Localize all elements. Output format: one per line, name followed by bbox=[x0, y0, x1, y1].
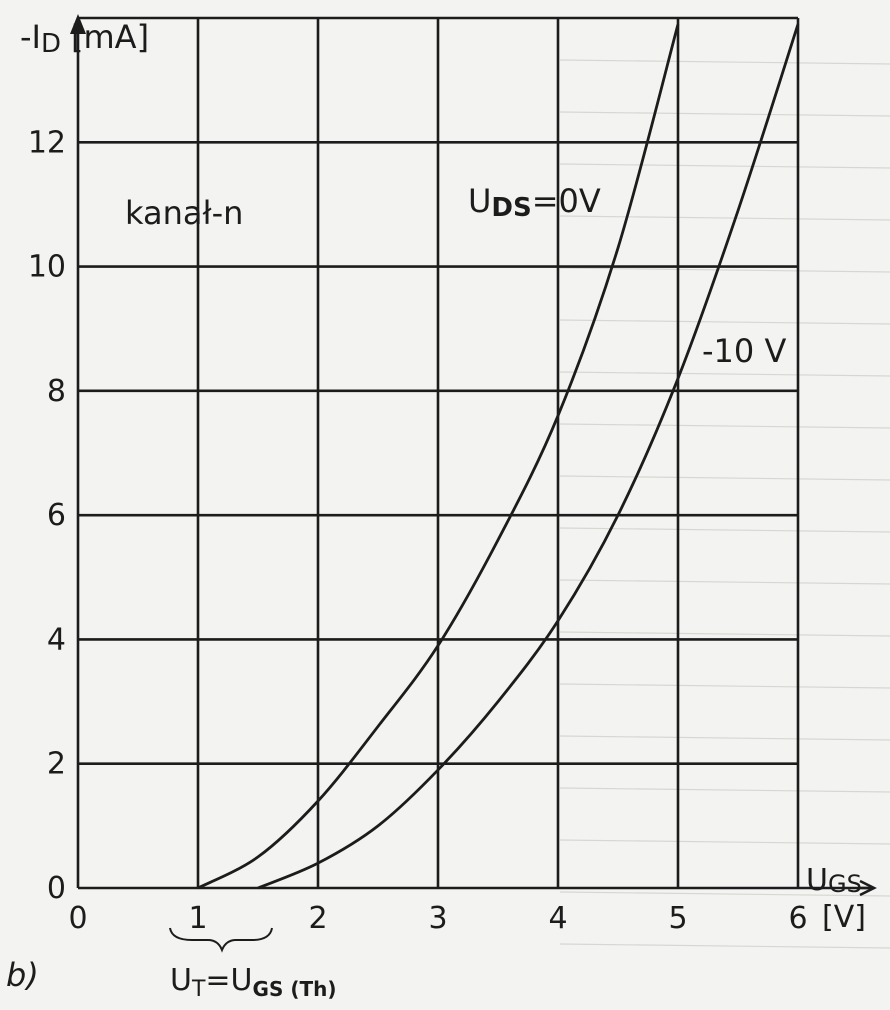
background-line bbox=[559, 839, 890, 845]
vertical-gridlines bbox=[70, 14, 877, 897]
background-line bbox=[559, 683, 890, 689]
background-line bbox=[559, 423, 890, 429]
x-tick-4: 4 bbox=[548, 901, 567, 936]
y-tick-10: 10 bbox=[28, 250, 66, 285]
x-tick-6: 6 bbox=[788, 901, 807, 936]
background-line bbox=[559, 371, 890, 377]
series-line-1 bbox=[257, 23, 800, 890]
y-tick-8: 8 bbox=[47, 374, 66, 409]
threshold-brace bbox=[169, 927, 273, 953]
y-tick-2: 2 bbox=[47, 747, 66, 782]
y-tick-labels: 0 2 4 6 8 10 12 bbox=[28, 125, 66, 906]
background-line bbox=[559, 631, 890, 637]
background-line bbox=[559, 735, 890, 741]
y-tick-0: 0 bbox=[47, 871, 66, 906]
y-tick-4: 4 bbox=[47, 622, 66, 657]
threshold-label: UT=UGS (Th) bbox=[170, 963, 336, 1002]
background-line bbox=[559, 267, 890, 273]
x-axis-unit: [V] bbox=[822, 900, 866, 935]
background-line bbox=[559, 891, 890, 897]
background-line bbox=[559, 527, 890, 533]
background-text-lines bbox=[559, 59, 890, 949]
channel-annotation: kanał-n bbox=[125, 194, 243, 232]
series-line-0 bbox=[197, 23, 680, 890]
x-axis-label: UGS bbox=[806, 863, 862, 898]
background-line bbox=[559, 319, 890, 325]
background-line bbox=[559, 111, 890, 117]
x-tick-5: 5 bbox=[668, 901, 687, 936]
background-line bbox=[559, 59, 890, 65]
background-line bbox=[559, 163, 890, 169]
series-curves bbox=[197, 23, 800, 890]
x-tick-1: 1 bbox=[188, 901, 207, 936]
panel-label: b) bbox=[6, 956, 39, 994]
x-tick-labels: 0 1 2 3 4 5 6 bbox=[68, 901, 807, 936]
background-line bbox=[559, 215, 890, 221]
series-label-uds-0v: UDS=0V bbox=[468, 182, 601, 223]
background-line bbox=[559, 579, 890, 585]
x-tick-3: 3 bbox=[428, 901, 447, 936]
horizontal-gridlines bbox=[78, 16, 798, 890]
background-line bbox=[559, 475, 890, 481]
x-tick-2: 2 bbox=[308, 901, 327, 936]
series-label-minus-10v: -10 V bbox=[702, 332, 786, 370]
background-line bbox=[559, 787, 890, 793]
x-tick-0: 0 bbox=[68, 901, 87, 936]
y-axis-label: -ID [mA] bbox=[20, 18, 149, 59]
y-axis-arrow bbox=[70, 14, 86, 34]
y-tick-12: 12 bbox=[28, 125, 66, 160]
y-tick-6: 6 bbox=[47, 498, 66, 533]
background-line bbox=[559, 943, 890, 949]
